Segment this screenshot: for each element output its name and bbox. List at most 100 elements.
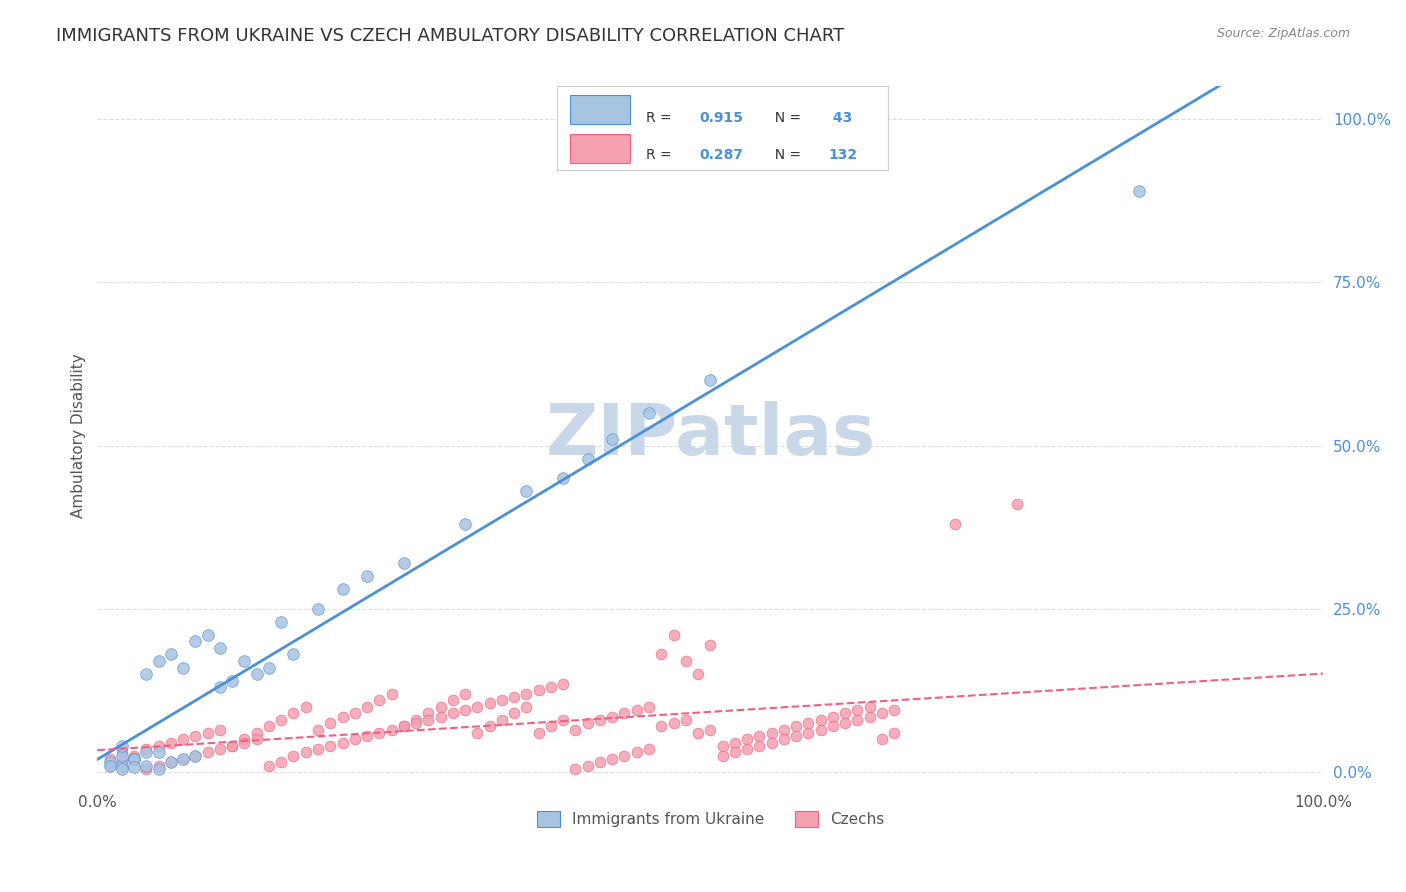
Point xyxy=(675,654,697,668)
Point xyxy=(381,723,404,737)
Point xyxy=(111,739,134,753)
Point xyxy=(600,752,623,766)
Point xyxy=(675,713,697,727)
Point xyxy=(515,484,537,499)
Point xyxy=(638,742,661,756)
Point xyxy=(122,752,145,766)
Point xyxy=(846,713,869,727)
Point xyxy=(773,732,796,747)
Point xyxy=(564,762,586,776)
Point xyxy=(197,726,219,740)
Point xyxy=(307,742,329,756)
Point xyxy=(356,699,378,714)
Point xyxy=(711,748,734,763)
Point xyxy=(699,638,721,652)
Point xyxy=(184,748,207,763)
Text: IMMIGRANTS FROM UKRAINE VS CZECH AMBULATORY DISABILITY CORRELATION CHART: IMMIGRANTS FROM UKRAINE VS CZECH AMBULAT… xyxy=(56,27,845,45)
Point xyxy=(233,732,256,747)
Point xyxy=(368,693,391,707)
Point xyxy=(208,680,231,694)
Point xyxy=(527,683,550,698)
Point xyxy=(418,706,440,721)
Point xyxy=(221,739,243,753)
Point xyxy=(148,758,170,772)
Point xyxy=(834,706,856,721)
Point xyxy=(294,746,316,760)
Point xyxy=(576,451,599,466)
Point xyxy=(662,716,685,731)
Point xyxy=(246,732,269,747)
Point xyxy=(540,680,562,694)
Point xyxy=(613,706,636,721)
Point xyxy=(148,654,170,668)
Point xyxy=(257,758,280,772)
Point xyxy=(184,748,207,763)
Point xyxy=(810,723,832,737)
Point xyxy=(883,703,905,717)
Point xyxy=(1005,497,1028,511)
Point xyxy=(172,660,194,674)
Point xyxy=(208,723,231,737)
Point xyxy=(945,516,967,531)
Y-axis label: Ambulatory Disability: Ambulatory Disability xyxy=(72,353,86,518)
Point xyxy=(478,719,501,733)
Point xyxy=(638,406,661,420)
Point xyxy=(257,719,280,733)
Point xyxy=(332,582,354,597)
Point xyxy=(478,697,501,711)
Point xyxy=(883,726,905,740)
Point xyxy=(773,723,796,737)
Point xyxy=(172,752,194,766)
Point xyxy=(98,752,121,766)
Point xyxy=(441,693,464,707)
Point xyxy=(111,762,134,776)
Point xyxy=(148,762,170,776)
Point xyxy=(332,736,354,750)
Point xyxy=(797,716,820,731)
Point xyxy=(553,677,575,691)
Point xyxy=(553,713,575,727)
Point xyxy=(270,615,292,629)
Point xyxy=(699,373,721,387)
Text: Source: ZipAtlas.com: Source: ZipAtlas.com xyxy=(1216,27,1350,40)
Point xyxy=(600,432,623,446)
Point xyxy=(356,569,378,583)
Point xyxy=(257,660,280,674)
Legend: Immigrants from Ukraine, Czechs: Immigrants from Ukraine, Czechs xyxy=(530,805,890,833)
Point xyxy=(576,758,599,772)
Point xyxy=(870,706,893,721)
Point xyxy=(122,760,145,774)
Point xyxy=(392,719,415,733)
Point xyxy=(381,687,404,701)
Point xyxy=(846,703,869,717)
Point xyxy=(135,667,157,681)
Point xyxy=(724,736,747,750)
Point xyxy=(797,726,820,740)
Point xyxy=(761,736,783,750)
Point xyxy=(160,648,183,662)
Point xyxy=(343,706,366,721)
Point xyxy=(111,748,134,763)
Point xyxy=(711,739,734,753)
Point xyxy=(98,756,121,770)
Point xyxy=(111,756,134,770)
Point xyxy=(233,654,256,668)
Point xyxy=(564,723,586,737)
Point xyxy=(160,756,183,770)
Text: ZIPatlas: ZIPatlas xyxy=(546,401,876,470)
Point xyxy=(283,748,305,763)
Point xyxy=(785,719,807,733)
Point xyxy=(122,752,145,766)
Point xyxy=(821,719,844,733)
Point xyxy=(122,752,145,766)
Point xyxy=(515,687,537,701)
Point xyxy=(356,729,378,743)
Point xyxy=(270,713,292,727)
Point xyxy=(135,758,157,772)
Point xyxy=(148,746,170,760)
Point xyxy=(491,713,513,727)
Point xyxy=(233,736,256,750)
Point xyxy=(589,713,612,727)
Point xyxy=(454,703,477,717)
Point xyxy=(626,746,648,760)
